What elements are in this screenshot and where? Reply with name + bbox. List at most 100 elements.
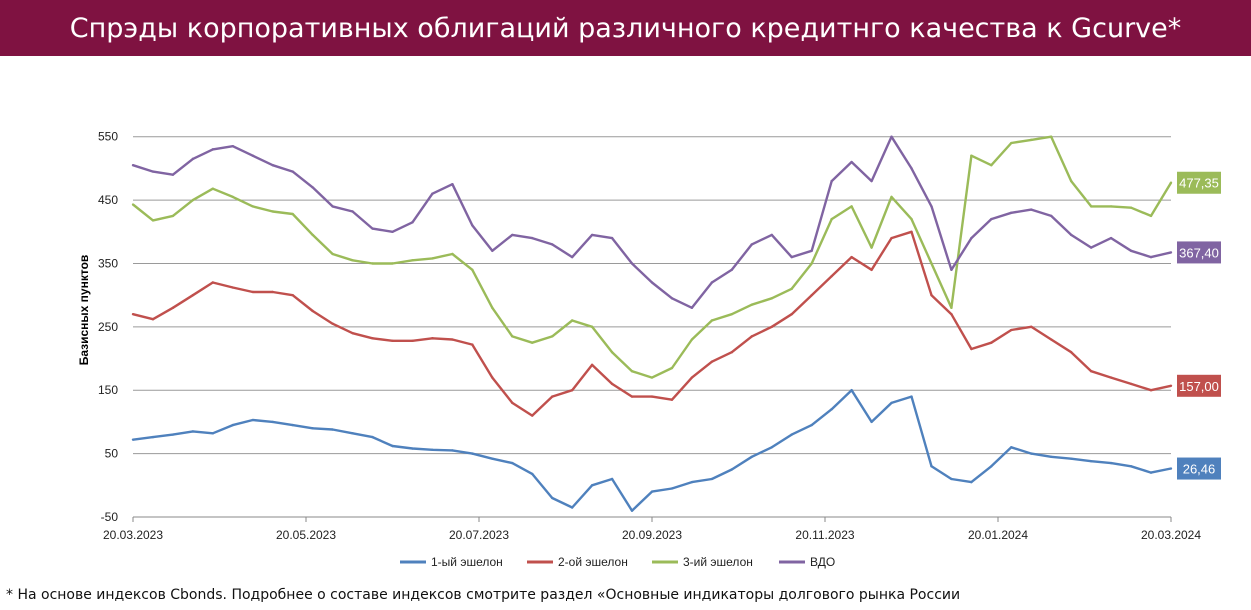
data-point — [570, 506, 574, 509]
y-axis-title: Базисных пунктов — [77, 255, 91, 366]
end-value-badges: 26,46 157,00 477,35 367,40 — [1177, 171, 1221, 480]
data-point — [1050, 135, 1053, 138]
data-point — [511, 401, 514, 405]
data-point — [371, 227, 374, 230]
data-point — [331, 205, 334, 208]
data-point — [491, 376, 494, 379]
legend-label: 1-ый эшелон — [431, 555, 503, 569]
data-point — [1010, 211, 1013, 214]
y-axis-ticks: -50 50 150 250 350 450 550 — [98, 130, 118, 524]
data-point — [650, 376, 654, 379]
data-point — [670, 398, 674, 401]
data-point — [491, 457, 494, 460]
data-point — [131, 438, 135, 441]
data-point — [271, 210, 274, 213]
data-point — [151, 219, 155, 222]
data-point — [890, 135, 893, 138]
data-point — [1069, 351, 1073, 354]
data-point — [191, 293, 195, 297]
data-point — [171, 173, 175, 176]
data-point — [730, 312, 734, 316]
data-point — [1149, 471, 1153, 474]
data-point — [531, 236, 534, 240]
legend-label: ВДО — [810, 555, 835, 569]
series-line — [132, 135, 1173, 379]
data-point — [810, 249, 813, 252]
data-point — [291, 423, 294, 427]
data-point — [690, 480, 694, 484]
data-point — [211, 187, 215, 190]
data-point — [750, 303, 754, 306]
data-point — [531, 472, 534, 476]
data-point — [1089, 246, 1093, 249]
data-point — [251, 154, 254, 157]
data-point — [710, 319, 714, 322]
data-point — [830, 179, 833, 183]
data-point — [970, 347, 973, 351]
data-point — [451, 183, 454, 186]
data-point — [211, 432, 215, 435]
end-value-badge — [1177, 241, 1221, 264]
data-point — [610, 477, 614, 481]
data-point — [391, 262, 394, 265]
data-point — [850, 389, 853, 392]
data-point — [830, 274, 833, 278]
data-point — [311, 427, 314, 430]
data-point — [411, 259, 414, 262]
chart-title: Спрэды корпоративных облигаций различног… — [0, 0, 1251, 56]
data-point — [590, 325, 594, 329]
data-point — [351, 210, 354, 213]
y-tick-label: -50 — [101, 510, 119, 524]
y-tick-label: 250 — [98, 320, 118, 334]
series-line — [132, 230, 1172, 417]
data-point — [1129, 206, 1133, 209]
data-point — [990, 217, 993, 221]
x-axis-ticks: 20.03.2023 20.05.2023 20.07.2023 20.09.2023… — [103, 517, 1201, 542]
data-point — [411, 221, 414, 224]
data-point — [550, 335, 554, 338]
data-point — [151, 170, 155, 173]
data-point — [750, 455, 754, 458]
data-point — [251, 205, 254, 208]
data-point — [990, 341, 993, 344]
data-point — [1109, 236, 1113, 240]
data-point — [890, 401, 893, 405]
data-point — [590, 484, 594, 487]
data-point — [1169, 467, 1173, 470]
data-point — [231, 145, 235, 148]
data-point — [391, 230, 394, 233]
data-point — [930, 205, 933, 208]
data-point — [251, 418, 254, 422]
data-point — [770, 297, 773, 300]
data-point — [191, 198, 195, 202]
data-point — [650, 395, 654, 398]
data-point — [1069, 233, 1073, 237]
data-point — [670, 366, 674, 370]
end-value-badge — [1177, 171, 1221, 194]
data-point — [730, 268, 734, 271]
data-point — [1089, 460, 1093, 463]
data-point — [1169, 181, 1173, 184]
series-lines — [131, 135, 1173, 512]
data-point — [451, 449, 454, 452]
data-point — [790, 287, 793, 291]
data-point — [351, 259, 354, 262]
data-point — [910, 395, 913, 398]
data-point — [730, 351, 734, 354]
data-point — [1129, 249, 1133, 252]
data-point — [950, 306, 953, 310]
data-point — [610, 382, 614, 386]
x-tick-label: 20.07.2023 — [449, 528, 509, 542]
x-tick-label: 20.03.2024 — [1141, 528, 1201, 542]
data-point — [271, 420, 274, 424]
data-point — [1050, 455, 1053, 458]
data-point — [131, 312, 135, 316]
data-point — [890, 195, 893, 199]
data-point — [950, 477, 953, 481]
data-point — [391, 339, 394, 342]
data-point — [431, 257, 434, 260]
data-point — [610, 236, 614, 240]
data-point — [1129, 465, 1133, 468]
data-point — [471, 343, 474, 346]
footnote: * На основе индексов Cbonds. Подробнее о… — [6, 587, 961, 603]
